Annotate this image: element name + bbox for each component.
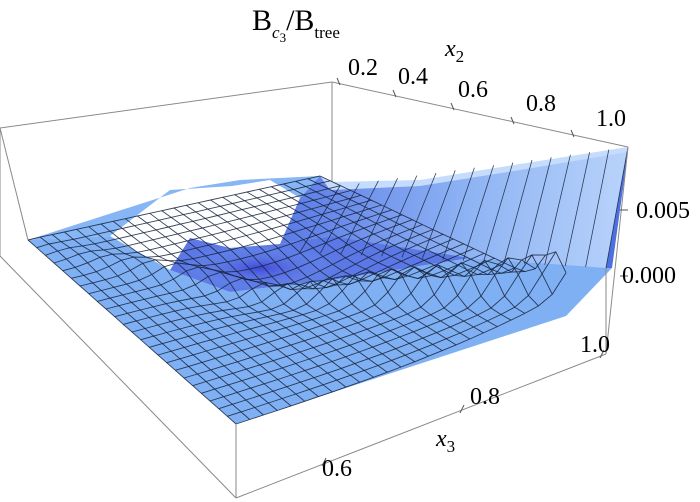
x2-axis-label: x2 bbox=[444, 36, 464, 66]
mesh-line-x2 bbox=[271, 186, 512, 321]
bounding-box-front bbox=[0, 127, 629, 499]
x3-tick-mark bbox=[599, 349, 605, 359]
z-tick-label: 0.005 bbox=[636, 198, 690, 224]
ridge-wall-line bbox=[605, 146, 629, 269]
x3-axis-label: x3 bbox=[435, 426, 455, 456]
ridge-wall-line bbox=[585, 149, 610, 268]
surface-ridge-crest bbox=[320, 147, 628, 190]
mesh-line-x3 bbox=[209, 257, 536, 402]
mesh-line-x2 bbox=[319, 175, 567, 273]
mesh-line-x3 bbox=[235, 272, 567, 425]
x2-tick-label: 1.0 bbox=[596, 106, 626, 132]
x2-tick-mark bbox=[510, 116, 515, 125]
ridge-wall-line bbox=[360, 178, 398, 256]
x2-tick-label: 0.8 bbox=[526, 91, 556, 117]
title-sub-tree: tree bbox=[314, 23, 339, 42]
x2-tick-mark bbox=[336, 77, 341, 86]
ridge-wall-line bbox=[462, 165, 494, 261]
title-sep: /B bbox=[286, 4, 314, 37]
x2-tick-mark bbox=[450, 102, 455, 111]
ridge-wall-line bbox=[381, 175, 418, 257]
ridge-wall-line bbox=[299, 185, 341, 253]
x3-tick-label: 0.8 bbox=[470, 384, 500, 410]
title-sub-c: c bbox=[272, 23, 280, 42]
x3-tick-label: 1.0 bbox=[580, 332, 610, 358]
z-tick-label: 0.000 bbox=[622, 263, 676, 289]
surface-mesh bbox=[27, 146, 629, 425]
x3-tick-mark bbox=[321, 457, 327, 467]
tick-marks bbox=[321, 77, 628, 467]
mesh-line-x3 bbox=[227, 251, 557, 417]
title-sub-3: 3 bbox=[280, 30, 287, 45]
ridge-wall-line bbox=[422, 170, 456, 259]
surface-ridge bbox=[280, 147, 628, 268]
x2-tick-label: 0.4 bbox=[398, 64, 428, 90]
ridge-wall-line bbox=[483, 162, 514, 262]
ridge-wall-line bbox=[524, 157, 552, 264]
x3-tick-label: 0.6 bbox=[322, 456, 352, 482]
ridge-wall-line bbox=[544, 154, 571, 265]
mesh-line-x2 bbox=[295, 180, 539, 307]
ridge-wall-line bbox=[442, 167, 475, 260]
x2-tick-mark bbox=[570, 129, 575, 138]
mesh-line-x3 bbox=[218, 254, 546, 410]
ridge-wall-line bbox=[340, 180, 379, 255]
z-tick-labels: 0.005 0.000 bbox=[622, 198, 690, 289]
ridge-wall-line bbox=[503, 159, 533, 263]
x3-tick-labels: 0.6 0.8 1.0 bbox=[322, 332, 610, 482]
title-b: B bbox=[252, 4, 272, 37]
ridge-wall-line bbox=[320, 183, 360, 254]
ridge-wall-line bbox=[564, 152, 590, 266]
x2-tick-label: 0.6 bbox=[458, 77, 488, 103]
x2-tick-label: 0.2 bbox=[348, 55, 378, 81]
x2-tick-mark bbox=[392, 89, 397, 98]
mesh-line-x2 bbox=[307, 178, 553, 295]
x2-tick-labels: 0.2 0.4 0.6 0.8 1.0 bbox=[348, 55, 626, 132]
mesh-line-x2 bbox=[283, 183, 526, 314]
x3-tick-mark bbox=[459, 404, 465, 414]
ridge-wall-line bbox=[401, 172, 437, 258]
chart-title: Bc3/Btree bbox=[252, 4, 340, 45]
